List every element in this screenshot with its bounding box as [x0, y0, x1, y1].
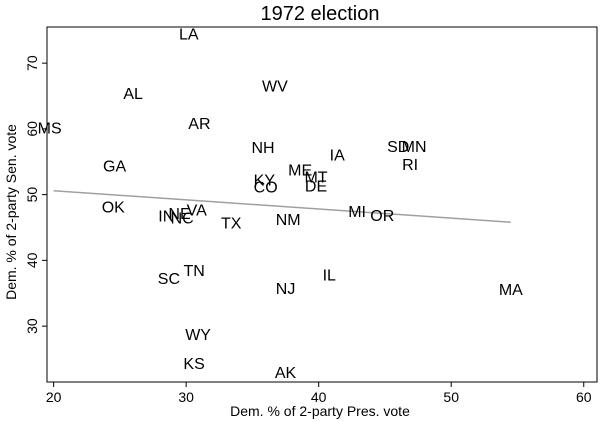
x-tick-label: 50	[443, 389, 459, 405]
y-tick-label: 60	[24, 121, 40, 137]
point-label-ks: KS	[183, 356, 204, 373]
point-label-or: OR	[370, 208, 394, 225]
point-label-nh: NH	[251, 140, 274, 157]
point-label-sd: SD	[387, 139, 409, 156]
x-axis: 20 30 40 50 60	[46, 382, 592, 405]
y-tick-label: 70	[24, 55, 40, 71]
point-label-in: IN	[158, 208, 174, 225]
point-label-ak: AK	[275, 365, 297, 382]
point-label-mn: MN	[402, 139, 427, 156]
point-label-ok: OK	[102, 199, 125, 216]
point-label-va: VA	[187, 203, 207, 220]
point-label-tn: TN	[183, 263, 204, 280]
y-tick-label: 50	[24, 187, 40, 203]
y-tick-label: 40	[24, 252, 40, 268]
point-label-la: LA	[179, 26, 199, 43]
point-label-ri: RI	[402, 157, 418, 174]
point-label-sc: SC	[158, 271, 180, 288]
x-tick-label: 40	[311, 389, 327, 405]
point-label-co: CO	[254, 180, 278, 197]
point-label-ga: GA	[103, 159, 126, 176]
point-label-mi: MI	[348, 204, 366, 221]
point-label-nj: NJ	[276, 281, 296, 298]
plot-frame	[46, 26, 598, 383]
y-axis-label: Dem. % of 2-party Sen. vote	[3, 124, 19, 300]
point-label-ne: NE	[168, 206, 190, 223]
point-label-ar: AR	[188, 116, 210, 133]
fit-line	[53, 189, 511, 223]
x-tick-label: 20	[46, 389, 62, 405]
point-label-ma: MA	[499, 282, 523, 299]
x-tick-label: 60	[576, 389, 592, 405]
point-label-nm: NM	[276, 212, 301, 229]
point-label-mt: MT	[304, 170, 327, 187]
point-label-al: AL	[123, 86, 143, 103]
x-tick-label: 30	[178, 389, 194, 405]
point-label-wv: WV	[262, 78, 288, 95]
x-axis-label: Dem. % of 2-party Pres. vote	[230, 403, 410, 419]
point-label-ia: IA	[330, 147, 345, 164]
chart-title: 1972 election	[261, 3, 380, 25]
y-axis: 30 40 50 60 70	[24, 55, 47, 334]
point-label-nc: NC	[171, 210, 194, 227]
point-label-me: ME	[288, 162, 312, 179]
point-label-ms: MS	[38, 120, 62, 137]
point-label-wy: WY	[185, 327, 211, 344]
point-label-de: DE	[305, 178, 327, 195]
point-label-ky: KY	[254, 172, 276, 189]
point-label-tx: TX	[221, 216, 242, 233]
y-tick-label: 30	[24, 318, 40, 334]
point-label-il: IL	[323, 268, 336, 285]
